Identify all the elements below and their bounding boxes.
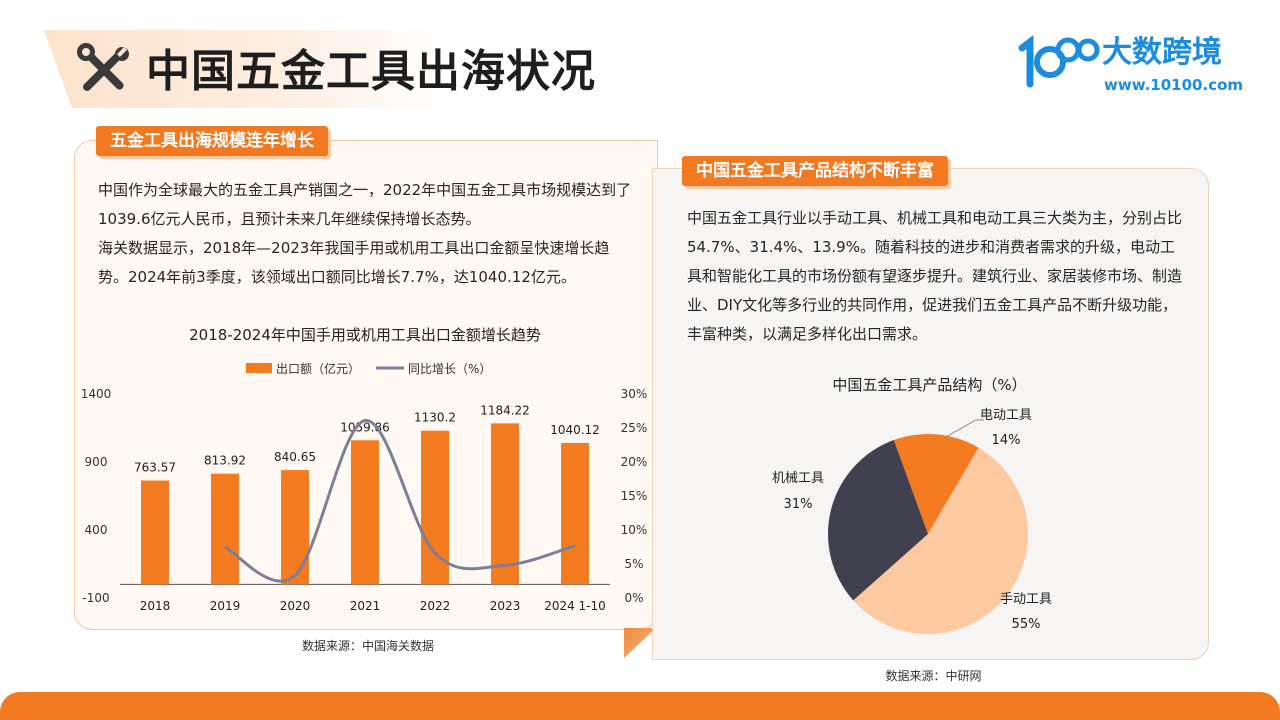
left-section-tag: 五金工具出海规模连年增长 [96,126,328,156]
pie-slice-2 [893,434,979,534]
chart-legend: 出口额（亿元） 同比增长（%） [246,361,491,376]
bar-data-label: 1059.86 [340,420,390,434]
tools-icon [77,43,129,91]
bar-chart-title: 2018-2024年中国手用或机用工具出口金额增长趋势 [189,326,541,344]
bar-2021 [351,440,379,585]
logo[interactable]: 大数跨境 www.10100.com [1016,34,1246,98]
bar-data-label: 1040.12 [550,423,600,437]
bar-2020 [281,470,309,585]
y-left-tick-label: -100 [82,591,109,605]
x-tick-label: 2024 1-10 [544,599,606,613]
left-paragraph-2: 海关数据显示，2018年—2023年我国手用或机用工具出口金额呈快速增长趋势。2… [98,239,610,286]
x-tick-label: 2022 [420,599,451,613]
bar-2023 [491,423,519,585]
y-right-tick-label: 0% [624,591,643,605]
bar-2022 [421,430,449,585]
right-description: 中国五金工具行业以手动工具、机械工具和电动工具三大类为主，分别占比54.7%、3… [687,209,1183,343]
x-tick-label: 2019 [210,599,241,613]
bar-2018 [141,480,169,585]
logo-mark-icon [1018,35,1100,88]
x-tick-label: 2023 [490,599,521,613]
pie-slice-value: 14% [992,433,1021,448]
y-right-tick-label: 10% [621,523,648,537]
pie-slice-label: 机械工具 [772,471,824,486]
pie-slice-0 [853,447,1028,634]
y-left-tick-label: 400 [85,523,108,537]
title-band [44,30,444,108]
bar-2019 [211,473,239,585]
export-bar-line-chart: 出口额（亿元） 同比增长（%） 1400 900 400 -100 30% 25% 20% 15%… [81,361,648,613]
logo-text: 大数跨境 [1102,35,1222,70]
legend-swatch-export [246,363,272,373]
y-right-tick-label: 15% [621,489,648,503]
y-right-tick-label: 30% [621,387,648,401]
bar-data-label: 840.65 [274,450,316,464]
pie-leader-line [943,419,984,439]
y-left-tick-label: 900 [85,455,108,469]
legend-label-growth: 同比增长（%） [408,362,491,376]
legend-label-export: 出口额（亿元） [276,361,360,376]
footer-bar [0,692,1280,720]
pie-slice-value: 31% [784,497,813,512]
pie-slice-1 [828,440,928,601]
y-right-tick-label: 20% [621,455,648,469]
bar-data-label: 813.92 [204,454,246,468]
bar-data-label: 1184.22 [480,403,530,417]
y-right-tick-label: 5% [624,557,643,571]
x-tick-label: 2021 [350,599,381,613]
left-paragraph-1: 中国作为全球最大的五金工具产销国之一，2022年中国五金工具市场规模达到了103… [98,181,632,228]
x-tick-label: 2018 [140,599,171,613]
pie-slice-label: 手动工具 [1000,592,1052,607]
pie-slice-label: 电动工具 [980,408,1032,423]
logo-url[interactable]: www.10100.com [1104,76,1244,94]
pie-slice-value: 55% [1012,617,1041,632]
left-source: 数据来源：中国海关数据 [301,639,434,653]
y-left-tick-label: 1400 [81,387,112,401]
growth-rate-line [224,419,576,583]
right-section-tag: 中国五金工具产品结构不断丰富 [682,156,948,186]
y-right-tick-label: 25% [621,421,648,435]
bar-data-label: 763.57 [134,461,176,475]
pie-chart-title: 中国五金工具产品结构（%） [832,376,1027,394]
bar-2024 1-10 [561,442,589,585]
product-structure-pie-chart: 电动工具 14% 手动工具 55% 机械工具 31% [772,408,1052,634]
right-source: 数据来源：中研网 [885,669,982,683]
bar-data-label: 1130.2 [414,411,456,425]
x-tick-label: 2020 [280,599,311,613]
left-description: 中国作为全球最大的五金工具产销国之一，2022年中国五金工具市场规模达到了103… [98,176,638,292]
page-title: 中国五金工具出海状况 [146,46,596,97]
